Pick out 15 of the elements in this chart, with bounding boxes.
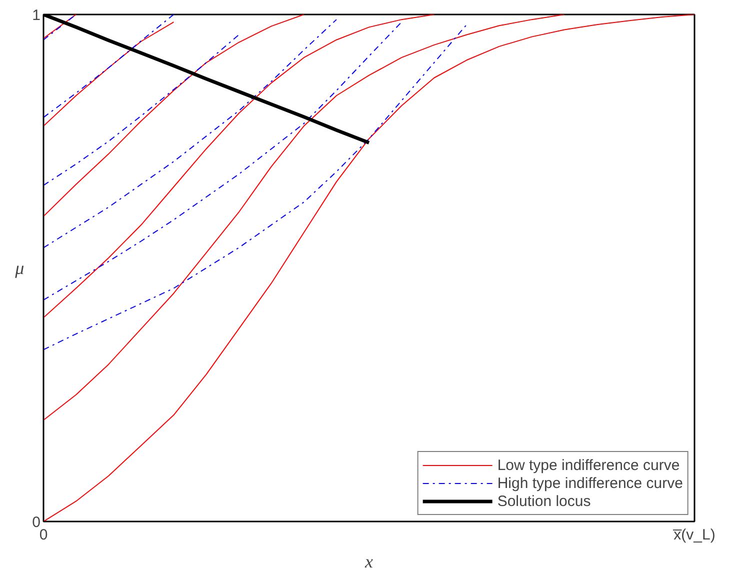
line-series [44,14,565,421]
x-axis-title: x [364,552,374,572]
line-series [44,14,304,217]
y-tick-label: 1 [32,7,40,24]
legend-label: High type indifference curve [497,474,683,492]
y-axis-title: μ [14,258,24,278]
line-series [44,14,694,522]
line-series [44,22,402,300]
line-series [44,14,435,318]
line-series [44,34,240,186]
line-series [44,24,468,350]
legend-label: Solution locus [497,492,591,510]
line-series [44,19,337,248]
legend-label: Low type indifference curve [497,456,680,474]
x-tick-label: x̅(v_L) [672,526,716,544]
